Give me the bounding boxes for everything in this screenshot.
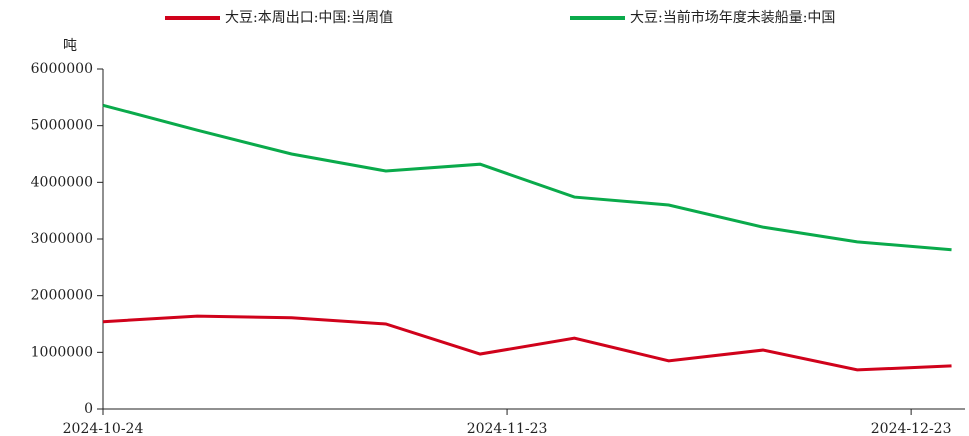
legend-label: 大豆:当前市场年度未装船量:中国 — [630, 9, 835, 26]
legend-label: 大豆:本周出口:中国:当周值 — [225, 10, 393, 26]
y-tick-label: 4000000 — [31, 174, 93, 190]
series-line — [102, 103, 952, 252]
y-tick-label: 5000000 — [31, 118, 93, 134]
y-axis-label: 吨 — [63, 38, 77, 54]
y-tick-label: 6000000 — [31, 61, 93, 77]
y-tick-label: 2000000 — [31, 288, 93, 304]
series-line — [102, 314, 952, 372]
x-tick-label: 2024-11-23 — [467, 421, 548, 436]
y-tick-label: 3000000 — [31, 231, 93, 247]
x-tick-label: 2024-12-23 — [871, 421, 952, 436]
x-tick-label: 2024-10-24 — [63, 421, 144, 436]
y-tick-label: 0 — [84, 401, 93, 417]
y-tick-label: 1000000 — [31, 344, 93, 360]
